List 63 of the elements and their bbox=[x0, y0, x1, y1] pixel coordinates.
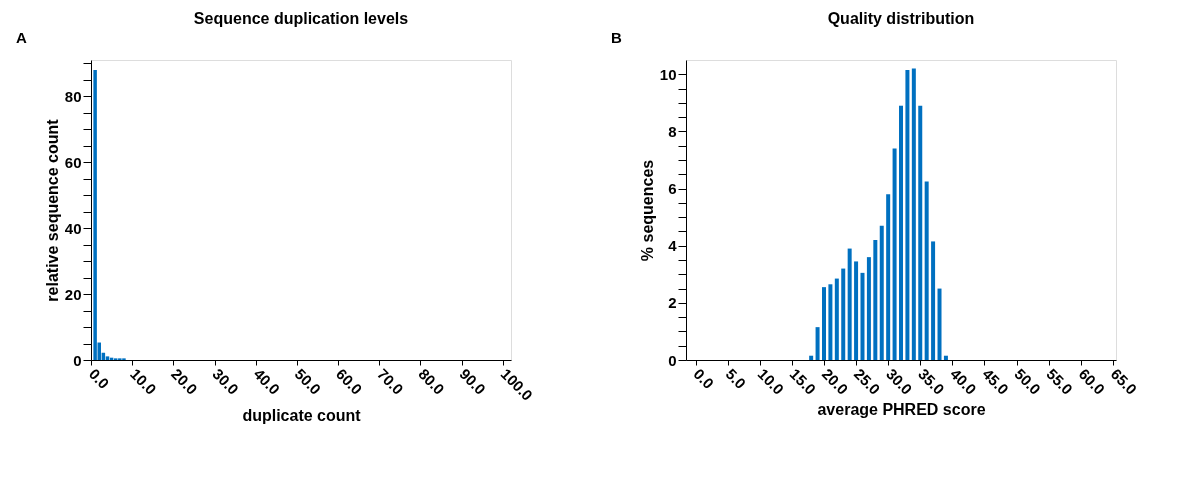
text: B bbox=[611, 29, 622, 46]
y-tick-label: 0 bbox=[73, 351, 82, 369]
x-tick-label: 5.0 bbox=[722, 365, 750, 392]
y-tick-label: 2 bbox=[668, 294, 677, 312]
x-tick-label: 45.0 bbox=[979, 365, 1012, 398]
x-tick-label: 15.0 bbox=[786, 365, 820, 398]
bar bbox=[105, 356, 110, 360]
x-tick-label: 20.0 bbox=[818, 365, 852, 398]
y-axis-title: % sequences bbox=[638, 159, 656, 262]
y-tick-label: 80 bbox=[64, 87, 82, 105]
x-tick-label: 0.0 bbox=[85, 365, 113, 392]
chart-title: Sequence duplication levels bbox=[193, 10, 409, 27]
bar bbox=[841, 268, 846, 360]
x-tick-label: 40.0 bbox=[250, 365, 284, 398]
bar bbox=[943, 355, 948, 360]
x-tick-label: 40.0 bbox=[947, 365, 980, 398]
bar bbox=[815, 327, 820, 360]
y-tick-label: 10 bbox=[659, 65, 677, 83]
bar bbox=[828, 284, 833, 360]
y-tick-label: 40 bbox=[64, 219, 82, 237]
bar bbox=[834, 278, 839, 360]
x-tick-label: 0.0 bbox=[690, 365, 718, 392]
x-tick-label: 30.0 bbox=[883, 365, 916, 398]
bar bbox=[860, 272, 865, 360]
y-tick-label: 0 bbox=[668, 351, 677, 369]
bar bbox=[854, 261, 859, 360]
chart-title: Quality distribution bbox=[827, 10, 975, 27]
bar bbox=[924, 181, 929, 360]
bar bbox=[879, 225, 884, 360]
x-tick-label: 10.0 bbox=[127, 365, 160, 398]
bar bbox=[93, 69, 97, 360]
x-tick-label: 25.0 bbox=[850, 365, 884, 398]
x-tick-label: 60.0 bbox=[1075, 365, 1109, 398]
bar bbox=[886, 194, 891, 360]
bar bbox=[821, 287, 826, 360]
bar bbox=[937, 288, 942, 360]
x-tick-label: 80.0 bbox=[415, 365, 448, 398]
bar bbox=[809, 355, 814, 360]
x-tick-label: 35.0 bbox=[915, 365, 948, 398]
x-axis-title: average PHRED score bbox=[817, 400, 986, 418]
bar bbox=[931, 241, 936, 360]
y-tick-label: 4 bbox=[668, 237, 678, 255]
y-tick-label: 8 bbox=[668, 122, 677, 140]
x-tick-label: 60.0 bbox=[332, 365, 366, 398]
x-tick-label: 30.0 bbox=[209, 365, 243, 398]
bar bbox=[873, 240, 878, 360]
x-tick-label: 90.0 bbox=[456, 365, 490, 398]
bar bbox=[918, 105, 923, 360]
x-axis-title: duplicate count bbox=[242, 406, 362, 424]
bar bbox=[847, 248, 852, 360]
bar bbox=[866, 257, 871, 360]
x-tick-label: 65.0 bbox=[1107, 365, 1141, 398]
bar bbox=[911, 68, 916, 360]
x-tick-label: 10.0 bbox=[754, 365, 788, 398]
bar bbox=[892, 148, 897, 360]
y-tick-label: 60 bbox=[64, 153, 82, 171]
text: A bbox=[16, 29, 27, 46]
y-tick-label: 6 bbox=[668, 180, 677, 198]
y-axis-title: relative sequence count bbox=[43, 118, 61, 302]
bar bbox=[899, 105, 903, 360]
x-tick-label: 20.0 bbox=[168, 365, 201, 398]
bar bbox=[905, 70, 910, 360]
y-tick-label: 20 bbox=[64, 285, 82, 303]
